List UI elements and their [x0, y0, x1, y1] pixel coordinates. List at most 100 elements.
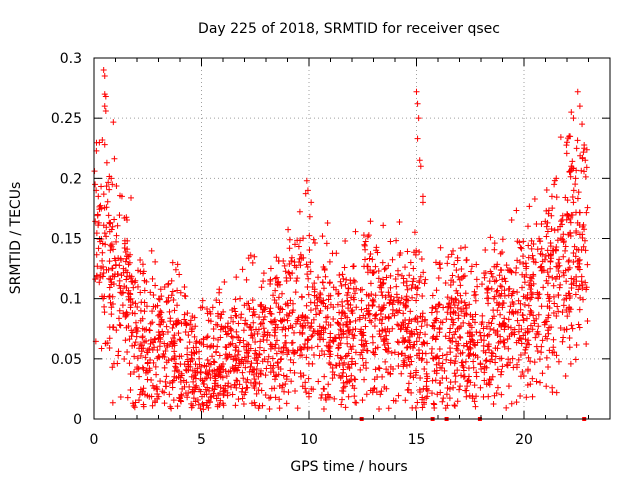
- data-point: [291, 259, 298, 266]
- data-point: [259, 402, 266, 409]
- data-point: [104, 198, 111, 205]
- data-point: [441, 367, 448, 374]
- data-point: [369, 339, 376, 346]
- data-point: [214, 382, 221, 389]
- data-point: [289, 270, 296, 277]
- data-point: [225, 330, 232, 337]
- data-point: [392, 276, 399, 283]
- data-point: [229, 340, 236, 347]
- data-point: [233, 377, 240, 384]
- data-point: [106, 284, 113, 291]
- data-point: [200, 406, 207, 413]
- data-point: [113, 183, 120, 190]
- data-point: [578, 167, 585, 174]
- data-point: [458, 306, 465, 313]
- data-point: [402, 264, 409, 271]
- data-point: [330, 338, 337, 345]
- data-point: [402, 304, 409, 311]
- data-point: [501, 315, 508, 322]
- data-point: [272, 275, 279, 282]
- data-point: [214, 321, 221, 328]
- y-tick-label: 0.1: [60, 292, 82, 308]
- data-point: [470, 358, 477, 365]
- data-point: [176, 336, 183, 343]
- data-point: [261, 313, 268, 320]
- data-point: [281, 340, 288, 347]
- data-point: [156, 296, 163, 303]
- data-point: [342, 353, 349, 360]
- data-point: [342, 281, 349, 288]
- data-point: [487, 234, 494, 241]
- data-point: [484, 286, 491, 293]
- data-point: [362, 338, 369, 345]
- data-point: [330, 284, 337, 291]
- data-point: [240, 400, 247, 407]
- data-point: [132, 326, 139, 333]
- data-point: [107, 276, 114, 283]
- data-point: [295, 314, 302, 321]
- data-point: [418, 323, 425, 330]
- data-point: [432, 305, 439, 312]
- data-point: [335, 290, 342, 297]
- data-point: [275, 294, 282, 301]
- data-point: [556, 273, 563, 280]
- data-point: [124, 216, 131, 223]
- data-point: [235, 334, 242, 341]
- data-point: [220, 360, 227, 367]
- data-point: [100, 263, 107, 270]
- data-point: [99, 293, 106, 300]
- data-point: [149, 382, 156, 389]
- data-point: [393, 283, 400, 290]
- data-point: [229, 306, 236, 313]
- data-point: [446, 395, 453, 402]
- data-point: [379, 259, 386, 266]
- data-point: [559, 216, 566, 223]
- data-point: [524, 329, 531, 336]
- data-point: [437, 244, 444, 251]
- data-point: [217, 397, 224, 404]
- data-point: [189, 402, 196, 409]
- data-point: [534, 289, 541, 296]
- data-point: [141, 287, 148, 294]
- data-point: [272, 341, 279, 348]
- data-point: [422, 331, 429, 338]
- data-point: [301, 317, 308, 324]
- data-point: [549, 274, 556, 281]
- data-point: [562, 247, 569, 254]
- data-point: [407, 259, 414, 266]
- data-point: [115, 348, 122, 355]
- data-point: [557, 134, 564, 141]
- x-tick-label: 5: [197, 432, 206, 448]
- data-point: [507, 303, 514, 310]
- data-point: [171, 373, 178, 380]
- data-point: [160, 319, 167, 326]
- data-point: [453, 287, 460, 294]
- data-point: [157, 308, 164, 315]
- data-point: [286, 270, 293, 277]
- data-point: [469, 316, 476, 323]
- data-point: [370, 296, 377, 303]
- data-point: [382, 328, 389, 335]
- data-point: [412, 372, 419, 379]
- data-point: [456, 386, 463, 393]
- data-point: [95, 245, 102, 252]
- data-point: [166, 380, 173, 387]
- data-point: [545, 273, 552, 280]
- data-point: [166, 391, 173, 398]
- data-point: [429, 355, 436, 362]
- data-point: [469, 395, 476, 402]
- data-point: [430, 400, 437, 407]
- data-point: [497, 282, 504, 289]
- data-point: [97, 238, 104, 245]
- data-point: [100, 67, 107, 74]
- data-point: [111, 273, 118, 280]
- data-point: [237, 295, 244, 302]
- data-point: [241, 354, 248, 361]
- data-point: [395, 351, 402, 358]
- data-point: [564, 197, 571, 204]
- data-point: [337, 374, 344, 381]
- data-point: [303, 177, 310, 184]
- data-point: [466, 392, 473, 399]
- data-point: [288, 254, 295, 261]
